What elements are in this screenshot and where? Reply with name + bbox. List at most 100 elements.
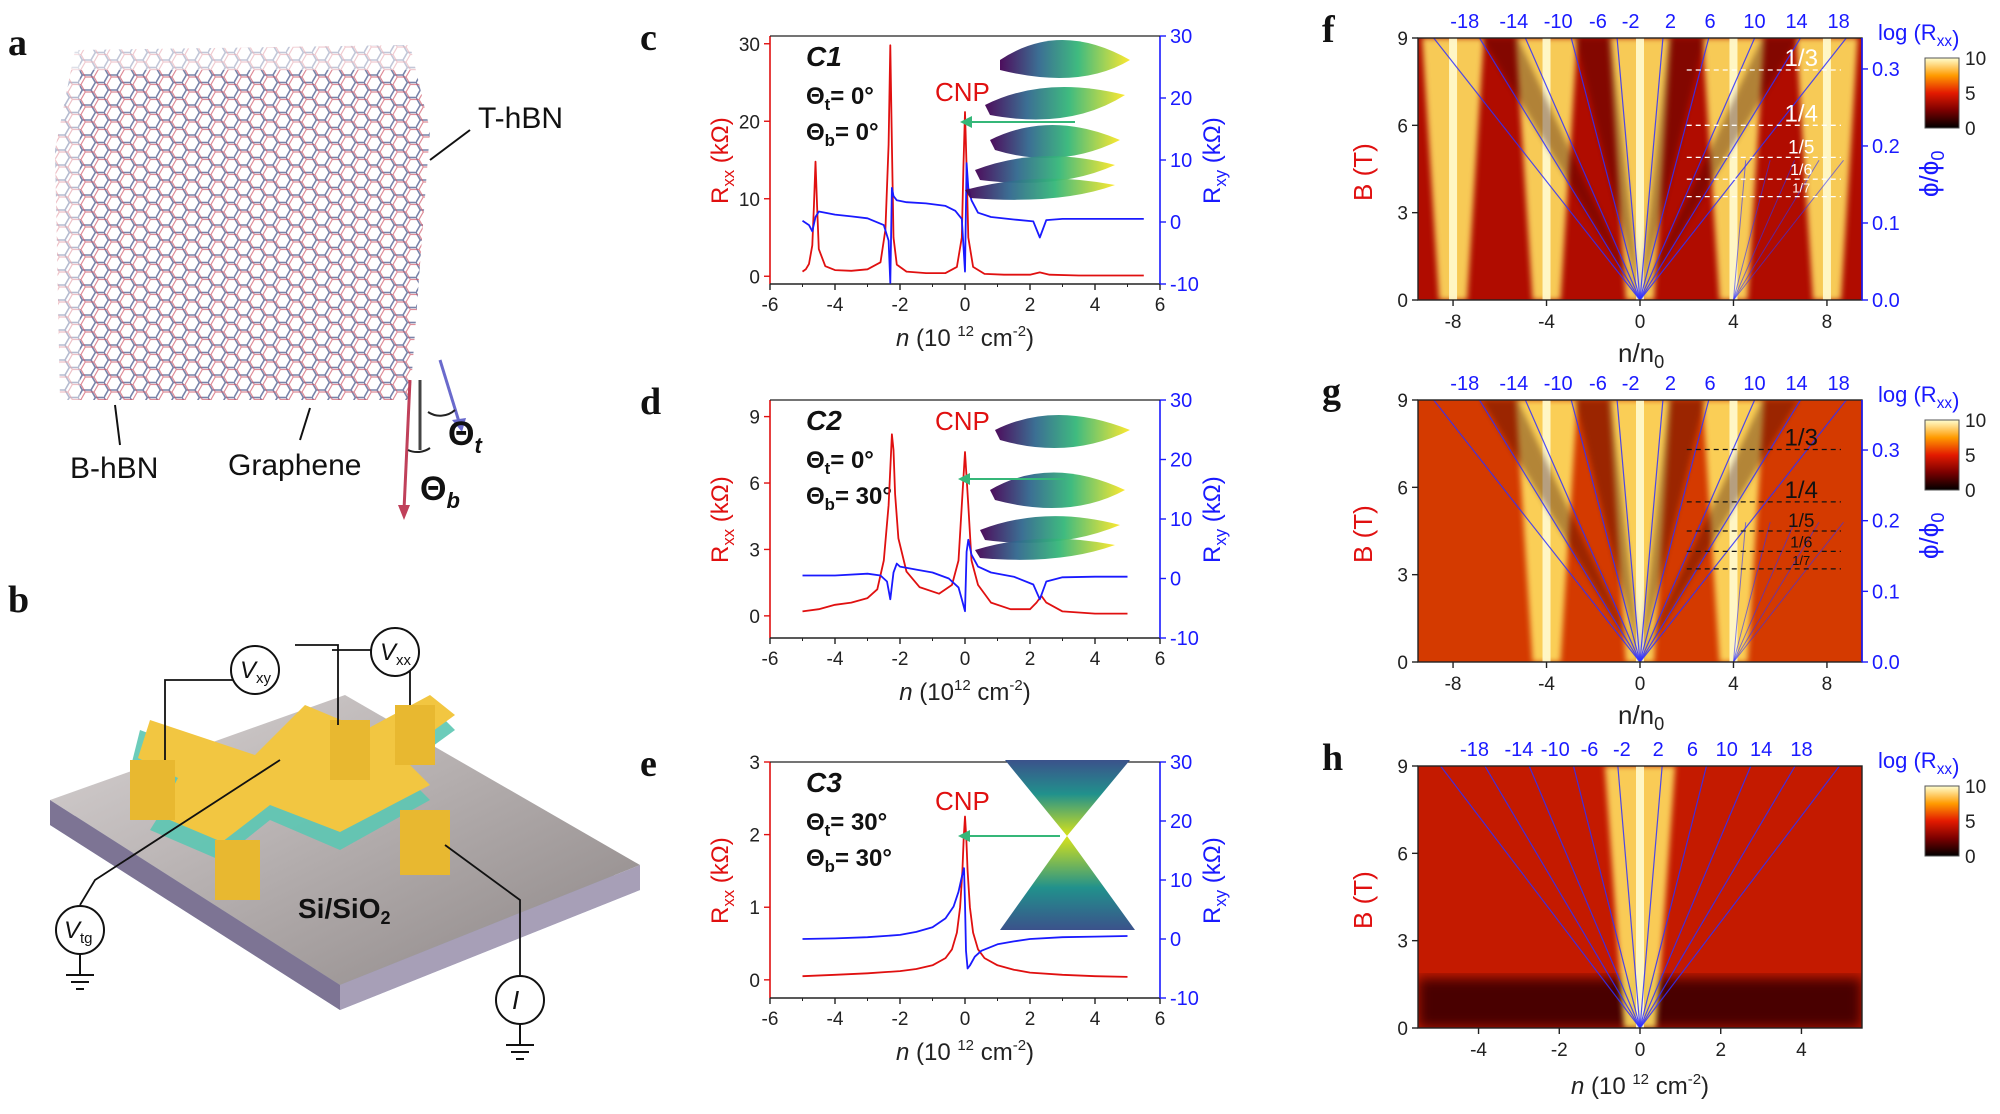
y-left-tick-label: 0 bbox=[749, 267, 760, 288]
colorbar-tick-label: 5 bbox=[1965, 446, 1976, 467]
landau-fan-line-secondary bbox=[1732, 522, 1771, 662]
label-t-hbn: T-hBN bbox=[478, 102, 563, 135]
y-axis-title: B (T) bbox=[1348, 143, 1378, 201]
landau-fan-line bbox=[1639, 766, 1708, 1028]
y-left-tick-label: 3 bbox=[749, 540, 760, 561]
landau-fan-line-secondary bbox=[1733, 522, 1796, 662]
leader-bhbn bbox=[114, 404, 121, 446]
landau-fan-line bbox=[1433, 400, 1641, 662]
y-left-title: Rxx (kΩ) bbox=[707, 476, 738, 563]
lattice-fade-left bbox=[40, 30, 80, 420]
sample-label: C3 bbox=[806, 767, 842, 798]
theta-b-label: Θb= 30° bbox=[806, 483, 892, 514]
y-tick-label: 9 bbox=[1397, 391, 1408, 412]
panel-label-g: g bbox=[1322, 371, 1341, 413]
landau-fan-line bbox=[1479, 400, 1641, 662]
contact-1 bbox=[130, 760, 175, 820]
landau-fan-line bbox=[1639, 38, 1756, 300]
chart-h: h -4 -2 0 2 4 0 3 6 9 -18 -14 -10 -6 -2 2 6 10 14 18 B (T) n … bbox=[1322, 737, 1986, 1100]
filling-label: 10 bbox=[1743, 11, 1765, 33]
arrowhead-red bbox=[398, 505, 410, 520]
landau-fan-line bbox=[1639, 38, 1847, 300]
graphene-lattice bbox=[55, 45, 430, 400]
x-tick-label: 4 bbox=[1090, 1009, 1101, 1030]
y-right-title: Rxy (kΩ) bbox=[1199, 117, 1230, 204]
landau-fan-line-secondary bbox=[1732, 522, 1747, 662]
y-right-title: ϕ/ϕ0 bbox=[1914, 151, 1948, 197]
label-theta-b: Θb bbox=[420, 470, 460, 513]
y-right-tick-label: -10 bbox=[1170, 628, 1199, 650]
y-right-tick-label: 30 bbox=[1170, 390, 1192, 412]
vtg-label: Vtg bbox=[64, 917, 93, 947]
x-tick-label: 0 bbox=[960, 295, 971, 316]
y-right-tick-label: 0 bbox=[1170, 212, 1181, 234]
x-tick-label: 2 bbox=[1025, 1009, 1036, 1030]
colorbar-title: log (Rxx) bbox=[1878, 382, 1959, 413]
series-rxx bbox=[802, 433, 1128, 615]
x-tick-label: 4 bbox=[1090, 295, 1101, 316]
current-meter bbox=[495, 975, 545, 1025]
axis-line-red bbox=[402, 379, 412, 511]
label-b-hbn: B-hBN bbox=[70, 452, 158, 485]
colorbar-tick-label: 5 bbox=[1965, 812, 1976, 833]
landau-fan-line bbox=[1524, 38, 1641, 300]
y-left-tick-label: 3 bbox=[749, 753, 760, 774]
landau-fan-line bbox=[1639, 38, 1710, 300]
colorbar-tick-label: 0 bbox=[1965, 847, 1976, 868]
heatmap-body bbox=[1418, 766, 1862, 1028]
substrate-side-left bbox=[50, 800, 340, 1010]
y-left-title: Rxx (kΩ) bbox=[707, 117, 738, 204]
landau-fan-line bbox=[1524, 400, 1641, 662]
y-right-title: Rxy (kΩ) bbox=[1199, 837, 1230, 924]
y-left-tick-label: 20 bbox=[739, 112, 760, 133]
fraction-label: 1/5 bbox=[1788, 137, 1814, 158]
landau-fan-line bbox=[1639, 766, 1796, 1028]
series-rxx bbox=[801, 44, 1144, 277]
series-rxy bbox=[802, 867, 1128, 970]
y-right-tick-label: 20 bbox=[1170, 88, 1192, 110]
colorbar-tick-label: 0 bbox=[1965, 119, 1976, 140]
y-right-tick-label: 0 bbox=[1170, 929, 1181, 951]
dirac-core bbox=[1449, 38, 1458, 300]
x-axis-title: n/n0 bbox=[1618, 700, 1664, 734]
chart-e: e -6 -4 -2 0 2 4 6 0 1 2 3 -10 0 10 20 30 Rxx (kΩ) Rxy (kΩ… bbox=[640, 743, 1230, 1066]
x-tick-label: 2 bbox=[1025, 295, 1036, 316]
filling-label: 2 bbox=[1653, 739, 1664, 761]
dirac-core bbox=[1822, 38, 1831, 300]
x-tick-label: 2 bbox=[1025, 649, 1036, 670]
filling-label: -18 bbox=[1450, 11, 1479, 33]
filling-label: -2 bbox=[1613, 739, 1631, 761]
x-tick-label: 4 bbox=[1090, 649, 1101, 670]
wire-vtg bbox=[79, 759, 281, 906]
ground-symbol-1 bbox=[66, 954, 94, 990]
y-right-tick-label: 0.1 bbox=[1872, 581, 1900, 603]
y-left-tick-label: 30 bbox=[739, 35, 760, 56]
vxx-meter bbox=[370, 627, 420, 677]
colorbar bbox=[1924, 419, 1960, 491]
contact-5 bbox=[400, 810, 450, 875]
series-rxy bbox=[802, 162, 1144, 284]
filling-label: -10 bbox=[1544, 11, 1573, 33]
x-tick-label: -2 bbox=[892, 649, 909, 670]
cnp-label: CNP bbox=[935, 786, 990, 816]
x-axis-title: n (10 12 cm-2) bbox=[1571, 1071, 1709, 1100]
panel-label-b: b bbox=[8, 579, 29, 621]
cnp-label: CNP bbox=[935, 77, 990, 107]
theta-t-label: Θt= 0° bbox=[806, 83, 874, 114]
landau-fan-line bbox=[1639, 38, 1664, 300]
x-tick-label: -4 bbox=[1538, 674, 1555, 695]
colorbar-title: log (Rxx) bbox=[1878, 748, 1959, 779]
y-tick-label: 3 bbox=[1397, 204, 1408, 225]
colorbar-tick-label: 10 bbox=[1965, 411, 1986, 432]
label-theta-t: Θt bbox=[448, 415, 483, 458]
band-inset-d bbox=[975, 415, 1130, 560]
filling-label: 18 bbox=[1828, 373, 1850, 395]
contact-4 bbox=[215, 840, 260, 900]
x-tick-label: 6 bbox=[1155, 295, 1166, 316]
angle-arc-b bbox=[407, 447, 431, 453]
landau-fan-line bbox=[1639, 766, 1840, 1028]
colorbar-tick-label: 0 bbox=[1965, 481, 1976, 502]
fraction-label: 1/3 bbox=[1785, 45, 1818, 72]
